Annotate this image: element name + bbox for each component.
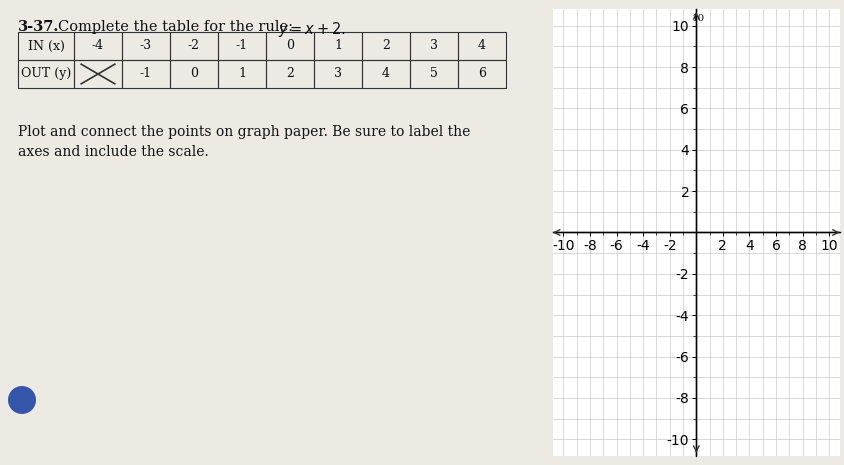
Text: 6: 6 (478, 67, 486, 80)
Text: 5: 5 (430, 67, 438, 80)
Text: axes and include the scale.: axes and include the scale. (18, 145, 208, 159)
Text: 3: 3 (430, 40, 438, 53)
Text: Plot and connect the points on graph paper. Be sure to label the: Plot and connect the points on graph pap… (18, 125, 470, 139)
Text: -1: -1 (140, 67, 152, 80)
Text: OUT (y): OUT (y) (21, 67, 71, 80)
Text: 0: 0 (286, 40, 294, 53)
Text: -4: -4 (92, 40, 104, 53)
Text: IN (x): IN (x) (28, 40, 64, 53)
Text: Complete the table for the rule:: Complete the table for the rule: (58, 20, 298, 34)
Text: 3-37.: 3-37. (18, 20, 59, 34)
Text: -1: -1 (236, 40, 248, 53)
Text: 4: 4 (382, 67, 390, 80)
Text: 3: 3 (334, 67, 342, 80)
Text: -3: -3 (140, 40, 152, 53)
Circle shape (8, 386, 36, 414)
Text: -2: -2 (188, 40, 200, 53)
Text: 1: 1 (238, 67, 246, 80)
Text: 4: 4 (478, 40, 486, 53)
Text: $y = x + 2.$: $y = x + 2.$ (278, 20, 346, 39)
Text: 2: 2 (286, 67, 294, 80)
Text: 2: 2 (382, 40, 390, 53)
Text: 1: 1 (334, 40, 342, 53)
Text: 10: 10 (692, 14, 706, 23)
Text: 0: 0 (190, 67, 198, 80)
